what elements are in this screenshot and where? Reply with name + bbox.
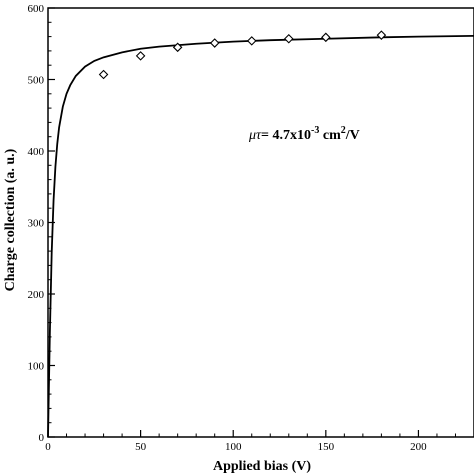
x-tick-label: 0: [45, 441, 51, 453]
data-point-diamond: [321, 32, 331, 43]
y-tick-label: 100: [28, 361, 45, 373]
data-point-diamond: [284, 33, 294, 44]
mu-symbol: μ: [248, 128, 256, 143]
annotation-unit: cm: [319, 128, 341, 143]
data-point-diamond: [98, 69, 109, 80]
plot-frame: [47, 7, 474, 438]
x-tick-label: 200: [410, 441, 427, 453]
annotation-value: = 4.7x10: [261, 128, 311, 143]
x-axis-title: Applied bias (V): [213, 459, 311, 474]
y-tick-label: 400: [28, 146, 45, 158]
x-tick-label: 50: [135, 441, 147, 453]
fit-curve: [47, 34, 474, 438]
y-tick-label: 0: [39, 432, 45, 444]
x-tick-label: 100: [225, 441, 242, 453]
annotation-unit-suffix: /V: [345, 128, 360, 143]
ticks-layer: 0 50 100 150 200 0 100 200 300 400 500 600: [28, 3, 456, 453]
y-tick-label: 500: [28, 75, 45, 87]
y-tick-label: 300: [28, 218, 45, 230]
y-axis-title: Charge collection (a. u.): [3, 148, 18, 291]
data-point-diamond: [246, 36, 257, 46]
data-point-diamond: [376, 30, 387, 40]
data-point-diamond: [209, 38, 220, 48]
data-point-diamond: [135, 51, 146, 61]
mu-tau-annotation: μτ= 4.7x10-3 cm2/V: [248, 125, 360, 143]
annotation-exponent: -3: [311, 125, 319, 136]
y-tick-label: 200: [28, 289, 45, 301]
y-tick-label: 600: [28, 3, 45, 15]
data-points: [98, 30, 387, 80]
annotation-unit-exponent: 2: [341, 125, 346, 136]
tau-symbol: τ: [256, 128, 262, 143]
x-tick-label: 150: [318, 441, 335, 453]
data-point-diamond: [172, 42, 183, 53]
